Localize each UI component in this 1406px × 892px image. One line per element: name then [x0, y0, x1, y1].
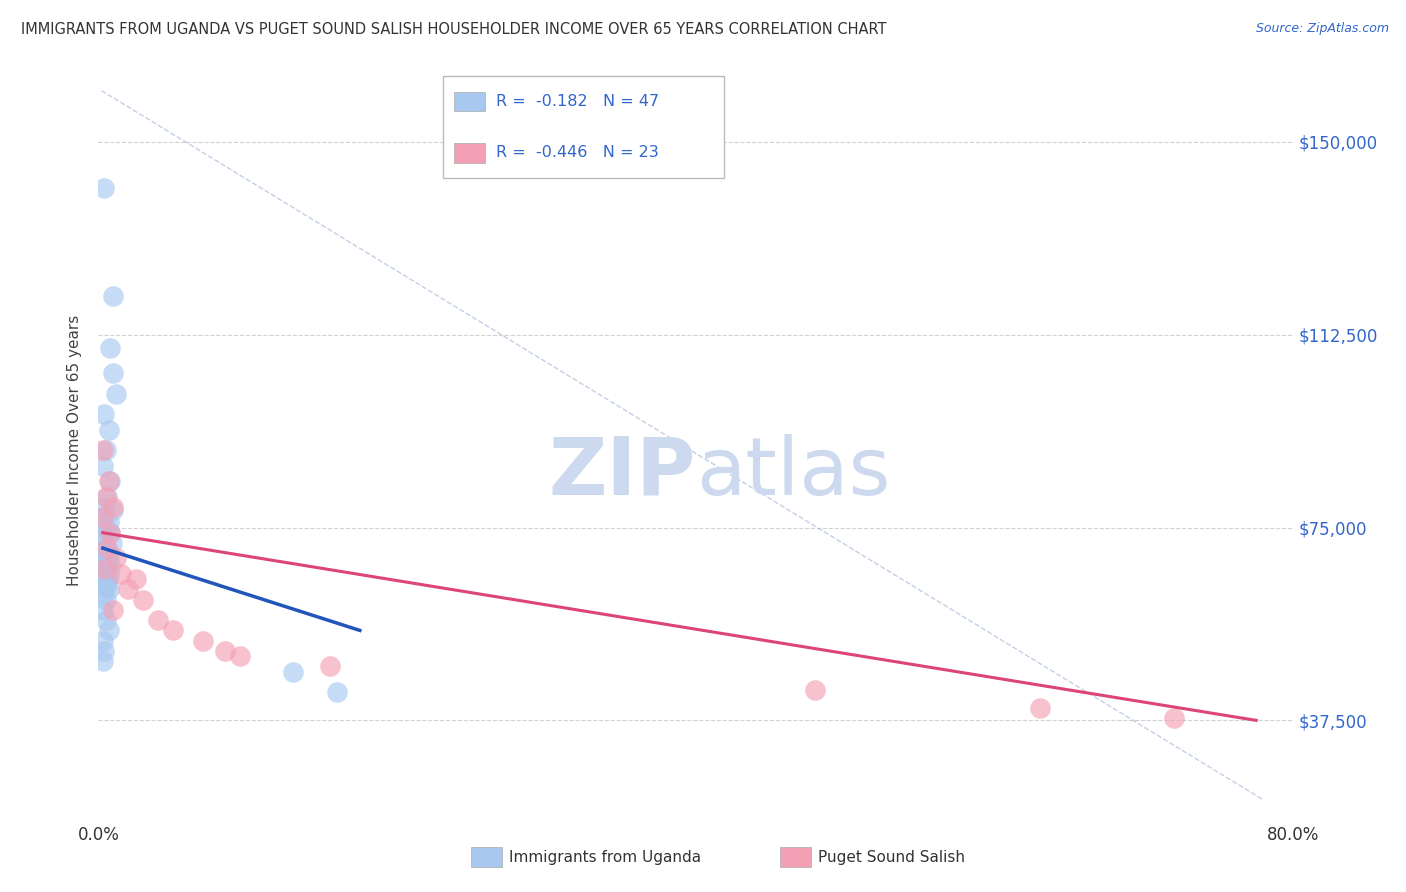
Point	[94, 557, 117, 571]
Point	[94, 541, 117, 556]
Text: atlas: atlas	[696, 434, 890, 512]
Point	[91, 531, 114, 545]
Point	[110, 566, 132, 581]
Point	[93, 562, 115, 576]
Point	[1163, 711, 1185, 725]
Point	[96, 546, 118, 560]
Point	[97, 569, 120, 583]
Point	[191, 633, 214, 648]
Point	[94, 592, 117, 607]
Point	[91, 562, 114, 576]
Point	[93, 549, 115, 563]
Point	[91, 510, 114, 524]
Point	[125, 572, 148, 586]
Point	[98, 525, 122, 540]
Point	[132, 592, 155, 607]
Point	[93, 500, 115, 514]
Text: IMMIGRANTS FROM UGANDA VS PUGET SOUND SALISH HOUSEHOLDER INCOME OVER 65 YEARS CO: IMMIGRANTS FROM UGANDA VS PUGET SOUND SA…	[21, 22, 887, 37]
Point	[97, 516, 120, 530]
Point	[94, 443, 117, 458]
Point	[281, 665, 304, 679]
Text: R =  -0.182   N = 47: R = -0.182 N = 47	[496, 94, 659, 109]
Point	[148, 613, 170, 627]
Point	[94, 580, 117, 594]
Point	[105, 387, 128, 401]
Point	[94, 490, 117, 504]
Point	[93, 528, 115, 542]
Point	[91, 458, 114, 473]
Point	[91, 587, 114, 601]
Point	[319, 659, 342, 673]
Point	[94, 613, 117, 627]
Point	[103, 603, 125, 617]
Point	[97, 551, 120, 566]
Text: R =  -0.446   N = 23: R = -0.446 N = 23	[496, 145, 659, 161]
Point	[229, 649, 252, 664]
Point	[91, 633, 114, 648]
Point	[103, 502, 125, 516]
Point	[98, 475, 122, 489]
Point	[93, 572, 115, 586]
Point	[97, 475, 120, 489]
Point	[91, 554, 114, 568]
Point	[94, 520, 117, 534]
Point	[91, 603, 114, 617]
Point	[97, 423, 120, 437]
Y-axis label: Householder Income Over 65 years: Householder Income Over 65 years	[67, 315, 83, 586]
Point	[804, 682, 827, 697]
Point	[91, 577, 114, 591]
Point	[96, 574, 118, 589]
Text: Immigrants from Uganda: Immigrants from Uganda	[509, 850, 702, 864]
Point	[94, 564, 117, 578]
Text: Source: ZipAtlas.com: Source: ZipAtlas.com	[1256, 22, 1389, 36]
Point	[97, 582, 120, 597]
Point	[98, 559, 122, 574]
Text: ZIP: ZIP	[548, 434, 696, 512]
Point	[103, 289, 125, 303]
Point	[162, 624, 184, 638]
Point	[103, 367, 125, 381]
Point	[93, 408, 115, 422]
Point	[101, 536, 124, 550]
Point	[117, 582, 139, 597]
Point	[91, 566, 114, 581]
Point	[91, 543, 114, 558]
Text: Puget Sound Salish: Puget Sound Salish	[818, 850, 966, 864]
Point	[98, 341, 122, 355]
Point	[91, 510, 114, 524]
Point	[91, 654, 114, 668]
Point	[96, 541, 118, 556]
Point	[97, 624, 120, 638]
Point	[93, 644, 115, 658]
Point	[326, 685, 349, 699]
Point	[91, 443, 114, 458]
Point	[1028, 700, 1050, 714]
Point	[105, 551, 128, 566]
Point	[93, 181, 115, 195]
Point	[96, 490, 118, 504]
Point	[214, 644, 236, 658]
Point	[98, 525, 122, 540]
Point	[103, 500, 125, 514]
